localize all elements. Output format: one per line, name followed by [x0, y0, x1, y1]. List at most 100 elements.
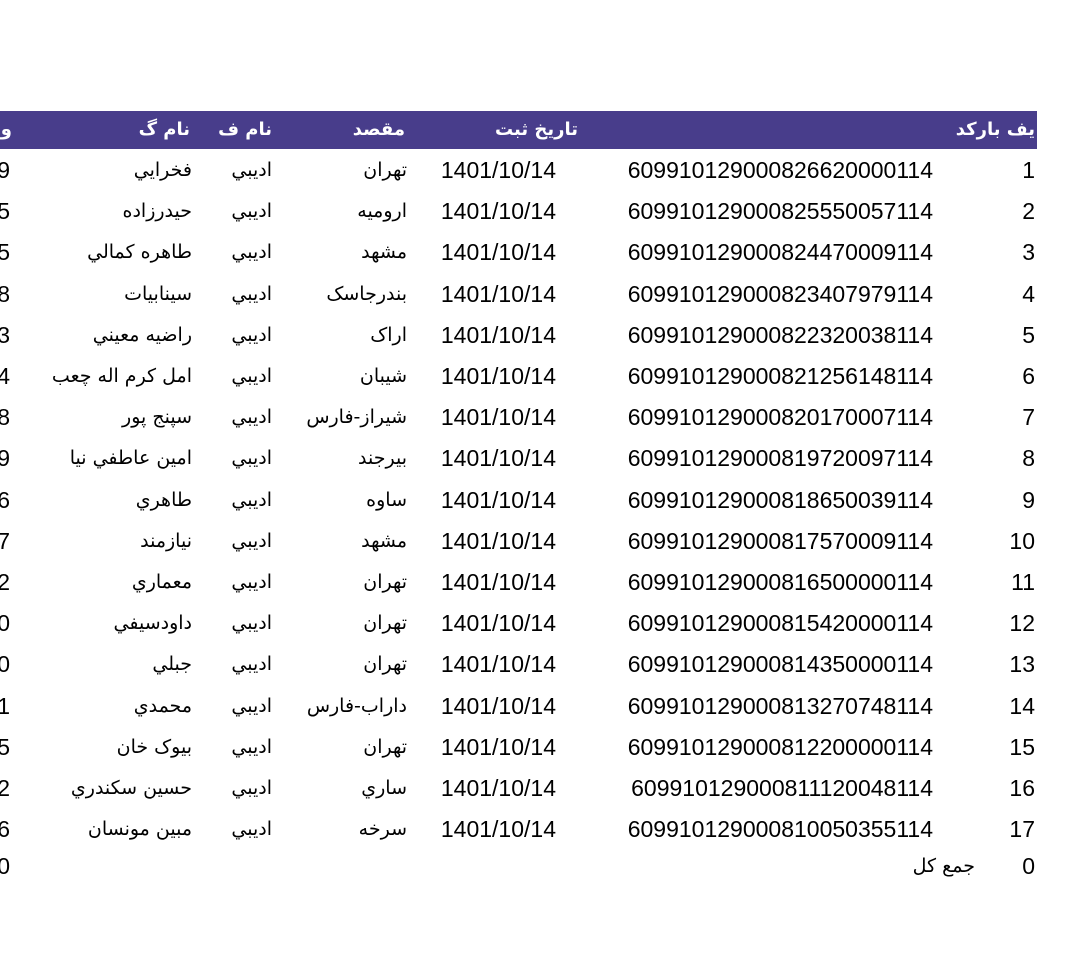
row-index[interactable]: 4 — [1022, 280, 1035, 307]
destination-cell[interactable]: اروميه — [357, 200, 407, 223]
row-index[interactable]: 8 — [1022, 445, 1035, 472]
row-index[interactable]: 14 — [1009, 692, 1035, 719]
header-destination[interactable]: مقصد — [352, 119, 405, 140]
last-name-cell[interactable]: امين عاطفي نيا — [69, 447, 192, 470]
total-last[interactable]: 0 — [0, 853, 10, 879]
destination-cell[interactable]: تهران — [363, 571, 407, 593]
first-name-cell[interactable]: اديبي — [231, 735, 272, 758]
last-column-cell[interactable]: 5 — [0, 733, 10, 760]
date-cell[interactable]: 1401/10/14 — [440, 363, 556, 389]
first-name-cell[interactable]: اديبي — [231, 200, 272, 223]
row-index[interactable]: 13 — [1009, 651, 1035, 678]
row-index[interactable]: 17 — [1009, 816, 1035, 843]
row-index[interactable]: 1 — [1022, 157, 1035, 183]
first-name-cell[interactable]: اديبي — [231, 365, 272, 387]
last-column-cell[interactable]: 8 — [0, 280, 10, 307]
destination-cell[interactable]: داراب-فارس — [306, 694, 407, 717]
last-name-cell[interactable]: معماري — [131, 571, 192, 593]
barcode-cell[interactable]: 609910129000824470009114 — [627, 239, 933, 266]
header-first-name[interactable]: نام ف — [218, 119, 272, 140]
row-index[interactable]: 10 — [1009, 527, 1035, 554]
barcode-cell[interactable]: 609910129000822320038114 — [627, 321, 933, 348]
last-name-cell[interactable]: داودسيفي — [113, 612, 192, 635]
header-date[interactable]: تاریخ ثبت — [494, 119, 578, 140]
last-name-cell[interactable]: طاهره كمالي — [87, 241, 192, 264]
date-cell[interactable]: 1401/10/14 — [440, 157, 556, 183]
destination-cell[interactable]: تهران — [363, 735, 407, 758]
last-column-cell[interactable]: 3 — [0, 321, 10, 348]
first-name-cell[interactable]: اديبي — [231, 612, 272, 635]
total-index[interactable]: 0 — [1022, 853, 1035, 879]
barcode-cell[interactable]: 609910129000821256148114 — [627, 363, 933, 389]
header-last-column[interactable]: و — [0, 119, 12, 140]
first-name-cell[interactable]: اديبي — [231, 571, 272, 593]
row-index[interactable]: 16 — [1009, 775, 1035, 801]
destination-cell[interactable]: ساوه — [366, 488, 407, 511]
last-column-cell[interactable]: 2 — [0, 569, 10, 595]
first-name-cell[interactable]: اديبي — [231, 447, 272, 470]
barcode-cell[interactable]: 609910129000816500000114 — [627, 569, 933, 595]
date-cell[interactable]: 1401/10/14 — [440, 198, 556, 225]
date-cell[interactable]: 1401/10/14 — [440, 280, 556, 307]
date-cell[interactable]: 1401/10/14 — [440, 775, 556, 801]
destination-cell[interactable]: سرخه — [358, 818, 407, 841]
header-last-name[interactable]: نام گ — [138, 119, 190, 140]
barcode-cell[interactable]: 609910129000819720097114 — [627, 445, 933, 472]
last-name-cell[interactable]: بيوک خان — [116, 735, 192, 758]
last-column-cell[interactable]: 6 — [0, 486, 10, 513]
first-name-cell[interactable]: اديبي — [231, 282, 272, 305]
date-cell[interactable]: 1401/10/14 — [440, 486, 556, 513]
barcode-cell[interactable]: 609910129000810050355114 — [627, 816, 933, 843]
header-index-barcode[interactable]: یف بارکد — [955, 119, 1035, 140]
first-name-cell[interactable]: اديبي — [231, 818, 272, 841]
last-column-cell[interactable]: 1 — [0, 692, 10, 719]
row-index[interactable]: 3 — [1022, 239, 1035, 266]
destination-cell[interactable]: تهران — [363, 653, 407, 676]
barcode-cell[interactable]: 609910129000812200000114 — [627, 733, 933, 760]
first-name-cell[interactable]: اديبي — [231, 406, 272, 429]
barcode-cell[interactable]: 609910129000813270748114 — [627, 692, 933, 719]
last-name-cell[interactable]: نيازمند — [140, 529, 192, 552]
last-column-cell[interactable]: 2 — [0, 775, 10, 801]
barcode-cell[interactable]: 609910129000811120048114 — [631, 775, 933, 801]
date-cell[interactable]: 1401/10/14 — [440, 404, 556, 431]
destination-cell[interactable]: مشهد — [361, 241, 407, 264]
last-column-cell[interactable]: 0 — [0, 610, 10, 637]
last-name-cell[interactable]: سينابيات — [124, 282, 192, 305]
date-cell[interactable]: 1401/10/14 — [440, 733, 556, 760]
last-name-cell[interactable]: فخرايي — [133, 159, 192, 181]
first-name-cell[interactable]: اديبي — [231, 694, 272, 717]
last-name-cell[interactable]: سپنج پور — [122, 406, 192, 429]
row-index[interactable]: 9 — [1022, 486, 1035, 513]
last-name-cell[interactable]: طاهري — [135, 488, 192, 511]
total-label[interactable]: جمع کل — [912, 855, 975, 877]
destination-cell[interactable]: بيرجند — [358, 447, 407, 470]
last-name-cell[interactable]: حيدرزاده — [122, 200, 193, 223]
last-name-cell[interactable]: مبين مونسان — [87, 818, 192, 841]
date-cell[interactable]: 1401/10/14 — [440, 651, 556, 678]
last-column-cell[interactable]: 6 — [0, 816, 10, 843]
last-column-cell[interactable]: 4 — [0, 363, 10, 389]
row-index[interactable]: 5 — [1022, 321, 1035, 348]
destination-cell[interactable]: ساري — [361, 777, 407, 799]
barcode-cell[interactable]: 609910129000815420000114 — [627, 610, 933, 637]
destination-cell[interactable]: اراک — [370, 323, 407, 346]
first-name-cell[interactable]: اديبي — [231, 241, 272, 264]
barcode-cell[interactable]: 609910129000823407979114 — [627, 280, 933, 307]
last-column-cell[interactable]: 0 — [0, 651, 10, 678]
date-cell[interactable]: 1401/10/14 — [440, 445, 556, 472]
first-name-cell[interactable]: اديبي — [231, 323, 272, 346]
row-index[interactable]: 12 — [1009, 610, 1035, 637]
last-column-cell[interactable]: 8 — [0, 404, 10, 431]
first-name-cell[interactable]: اديبي — [231, 529, 272, 552]
last-name-cell[interactable]: امل كرم اله چعب — [51, 365, 192, 387]
first-name-cell[interactable]: اديبي — [231, 488, 272, 511]
barcode-cell[interactable]: 609910129000814350000114 — [627, 651, 933, 678]
date-cell[interactable]: 1401/10/14 — [440, 610, 556, 637]
first-name-cell[interactable]: اديبي — [231, 159, 272, 181]
first-name-cell[interactable]: اديبي — [231, 777, 272, 799]
date-cell[interactable]: 1401/10/14 — [440, 569, 556, 595]
row-index[interactable]: 11 — [1011, 569, 1035, 595]
barcode-cell[interactable]: 609910129000818650039114 — [627, 486, 933, 513]
destination-cell[interactable]: تهران — [363, 159, 407, 181]
